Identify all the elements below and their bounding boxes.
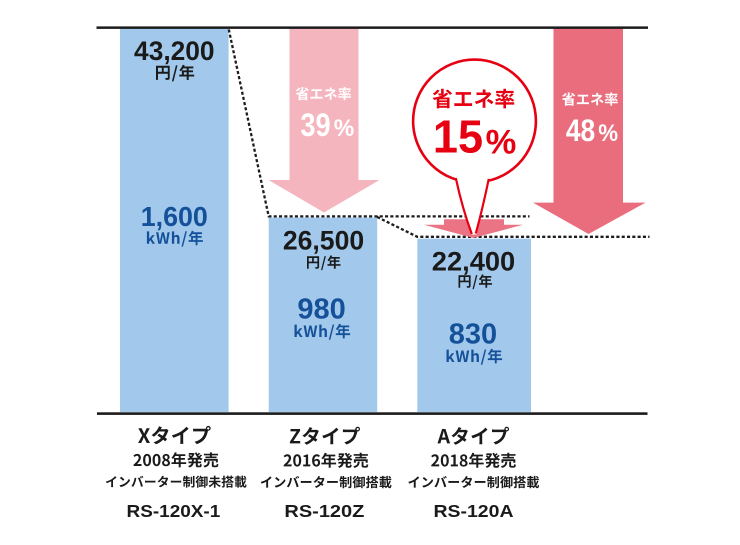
- svg-text:15: 15: [433, 111, 483, 163]
- svg-text:980: 980: [297, 294, 345, 326]
- svg-text:22,400: 22,400: [432, 246, 515, 277]
- svg-text:48: 48: [566, 114, 595, 149]
- svg-text:26,500: 26,500: [283, 225, 364, 255]
- svg-text:%: %: [486, 124, 517, 162]
- svg-text:%: %: [598, 119, 618, 146]
- svg-text:39: 39: [300, 108, 330, 144]
- svg-text:1,600: 1,600: [141, 201, 208, 232]
- svg-text:RS-120Z: RS-120Z: [284, 501, 364, 521]
- svg-text:RS-120X-1: RS-120X-1: [127, 501, 221, 521]
- svg-text:830: 830: [449, 319, 497, 351]
- svg-text:%: %: [334, 114, 354, 142]
- svg-text:43,200: 43,200: [134, 36, 214, 66]
- svg-text:RS-120A: RS-120A: [434, 501, 514, 521]
